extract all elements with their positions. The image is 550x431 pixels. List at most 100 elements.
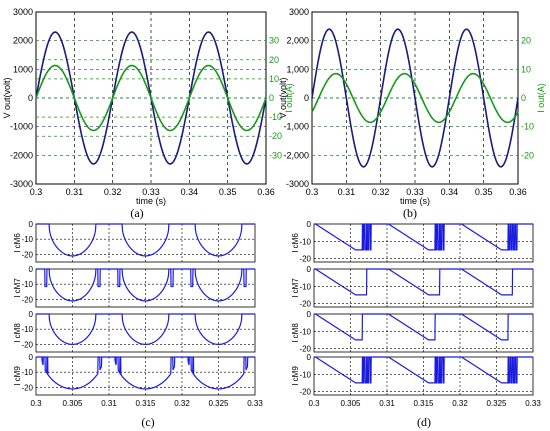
- y2-tick-label: 10: [269, 74, 279, 84]
- switch-current-line: [36, 268, 255, 302]
- y-tick-label: -10: [21, 325, 33, 334]
- y2-tick-label: -10: [521, 122, 534, 132]
- subplot-4: 0 -10 -20 I cM9: [291, 353, 534, 397]
- y-tick-label: 0: [29, 310, 34, 319]
- y-tick-label: 0: [28, 93, 33, 103]
- subplot-label: I cM6: [13, 233, 22, 253]
- y-tick-label: -10: [21, 235, 33, 244]
- switch-current-line: [314, 223, 533, 251]
- chart-b: 0.3 0.31 0.32 0.33 0.34 0.35 0.36 3000 2,000 1,00…: [278, 7, 546, 206]
- subplot-label: I cM7: [291, 278, 300, 298]
- x-tick-label: 0.33: [525, 399, 541, 408]
- y-tick-label: -20: [299, 345, 311, 354]
- subplot-frame: [313, 313, 534, 353]
- y-tick-label: -20: [21, 295, 33, 304]
- subplot-3: 0 -10 -20I cM8: [13, 310, 256, 353]
- x-axis-label: time (s): [136, 196, 166, 206]
- subplot-label: I cM6: [291, 233, 300, 253]
- subplot-2: 0 -10 -20I cM7: [13, 265, 256, 308]
- y-axis-label: V out(volt): [278, 77, 288, 118]
- x-tick-label: 0.325: [208, 399, 229, 408]
- y2-tick-label: -20: [269, 131, 282, 141]
- x-tick-label: 0.35: [219, 187, 237, 197]
- y-tick-label: 2000: [13, 36, 33, 46]
- subplot-label: I cM8: [291, 323, 300, 343]
- subplot-label: I cM8: [13, 323, 22, 343]
- switch-current-line: [36, 223, 255, 257]
- y-tick-label: -10: [299, 237, 311, 246]
- y2-tick-label: -10: [269, 112, 282, 122]
- switch-current-line: [36, 313, 255, 345]
- switch-current-line: [314, 268, 533, 296]
- y2-tick-label: 20: [521, 36, 531, 46]
- y-tick-label: 3000: [289, 7, 309, 17]
- x-tick-label: 0.32: [174, 399, 190, 408]
- y-tick-label: -20: [21, 340, 33, 349]
- y-tick-label: -2000: [10, 150, 33, 160]
- y2-tick-label: -30: [269, 150, 282, 160]
- y-tick-label: 2,000: [286, 36, 309, 46]
- x-tick-label: 0.31: [379, 399, 395, 408]
- y-tick-label: -2,000: [283, 150, 309, 160]
- x-tick-label: 0.36: [509, 187, 527, 197]
- x-tick-label: 0.36: [257, 187, 275, 197]
- y-tick-label: 3000: [13, 7, 33, 17]
- switch-current-line: [36, 356, 255, 390]
- subplot-frame: [313, 268, 534, 308]
- x-tick-label: 0.31: [66, 187, 84, 197]
- y2-tick-label: -20: [521, 150, 534, 160]
- x-tick-label: 0.3: [308, 399, 320, 408]
- current-series-line: [35, 64, 267, 132]
- y2-tick-label: 0: [269, 93, 274, 103]
- y-tick-label: -3000: [10, 179, 33, 189]
- y-tick-label: -1000: [10, 122, 33, 132]
- x-tick-label: 0.3: [306, 187, 319, 197]
- y-axis-label: V out(volt): [2, 77, 12, 118]
- x-tick-label: 0.35: [475, 187, 493, 197]
- x-tick-label: 0.33: [247, 399, 263, 408]
- voltage-series-line: [311, 28, 519, 168]
- y-tick-label: -20: [21, 383, 33, 392]
- chart-a: 0.3 0.31 0.32 0.33 0.34 0.35 0.36 3000 2000 1000 0…: [2, 7, 294, 206]
- x-tick-label: 0.305: [340, 399, 361, 408]
- y2-tick-label: 0: [521, 93, 526, 103]
- subplot-4: 0-10-20I cM9: [13, 353, 256, 396]
- y-tick-label: -10: [299, 282, 311, 291]
- subplot-3: 0-10-20I cM8: [291, 310, 534, 354]
- x-tick-label: 0.33: [406, 187, 424, 197]
- y-tick-label: 0: [307, 220, 312, 229]
- y-tick-label: -3000: [286, 179, 309, 189]
- y-tick-label: 1000: [13, 64, 33, 74]
- caption-d: (d): [417, 415, 431, 429]
- y2-tick-label: 30: [269, 36, 279, 46]
- caption-b: (b): [403, 206, 417, 220]
- y-tick-label: -10: [299, 327, 311, 336]
- y-tick-label: 1,000: [286, 64, 309, 74]
- subplot-label: I cM9: [291, 366, 300, 386]
- y-tick-label: -10: [299, 370, 311, 379]
- y-tick-label: -10: [21, 368, 33, 377]
- x-tick-label: 0.315: [135, 399, 156, 408]
- y2-axis-label: I out(A): [284, 83, 294, 113]
- x-tick-label: 0.305: [62, 399, 83, 408]
- y-tick-label: -20: [299, 388, 311, 397]
- x-tick-label: 0.31: [101, 399, 117, 408]
- y2-tick-label: 20: [269, 55, 279, 65]
- y-tick-label: 0: [304, 93, 309, 103]
- y-tick-label: 0: [307, 265, 312, 274]
- y-tick-label: -20: [299, 255, 311, 264]
- y-tick-label: 0: [29, 353, 34, 362]
- x-tick-label: 0.3: [30, 187, 43, 197]
- current-series-line: [311, 72, 519, 124]
- y-tick-label: -10: [21, 280, 33, 289]
- subplot-label: I cM7: [13, 278, 22, 298]
- x-tick-label: 0.32: [104, 187, 122, 197]
- chart-d: 0 -10 -20 I cM6 0 -10 -20 I cM7 0 -10 -20 I cM8 0 -10…: [291, 220, 541, 408]
- switch-current-line: [314, 313, 533, 341]
- y-tick-label: 0: [307, 353, 312, 362]
- y-tick-label: -20: [299, 300, 311, 309]
- subplot-1: 0 -10 -20I cM6: [13, 220, 256, 263]
- x-tick-label: 0.34: [441, 187, 459, 197]
- y2-axis-label: I out(A): [536, 83, 546, 113]
